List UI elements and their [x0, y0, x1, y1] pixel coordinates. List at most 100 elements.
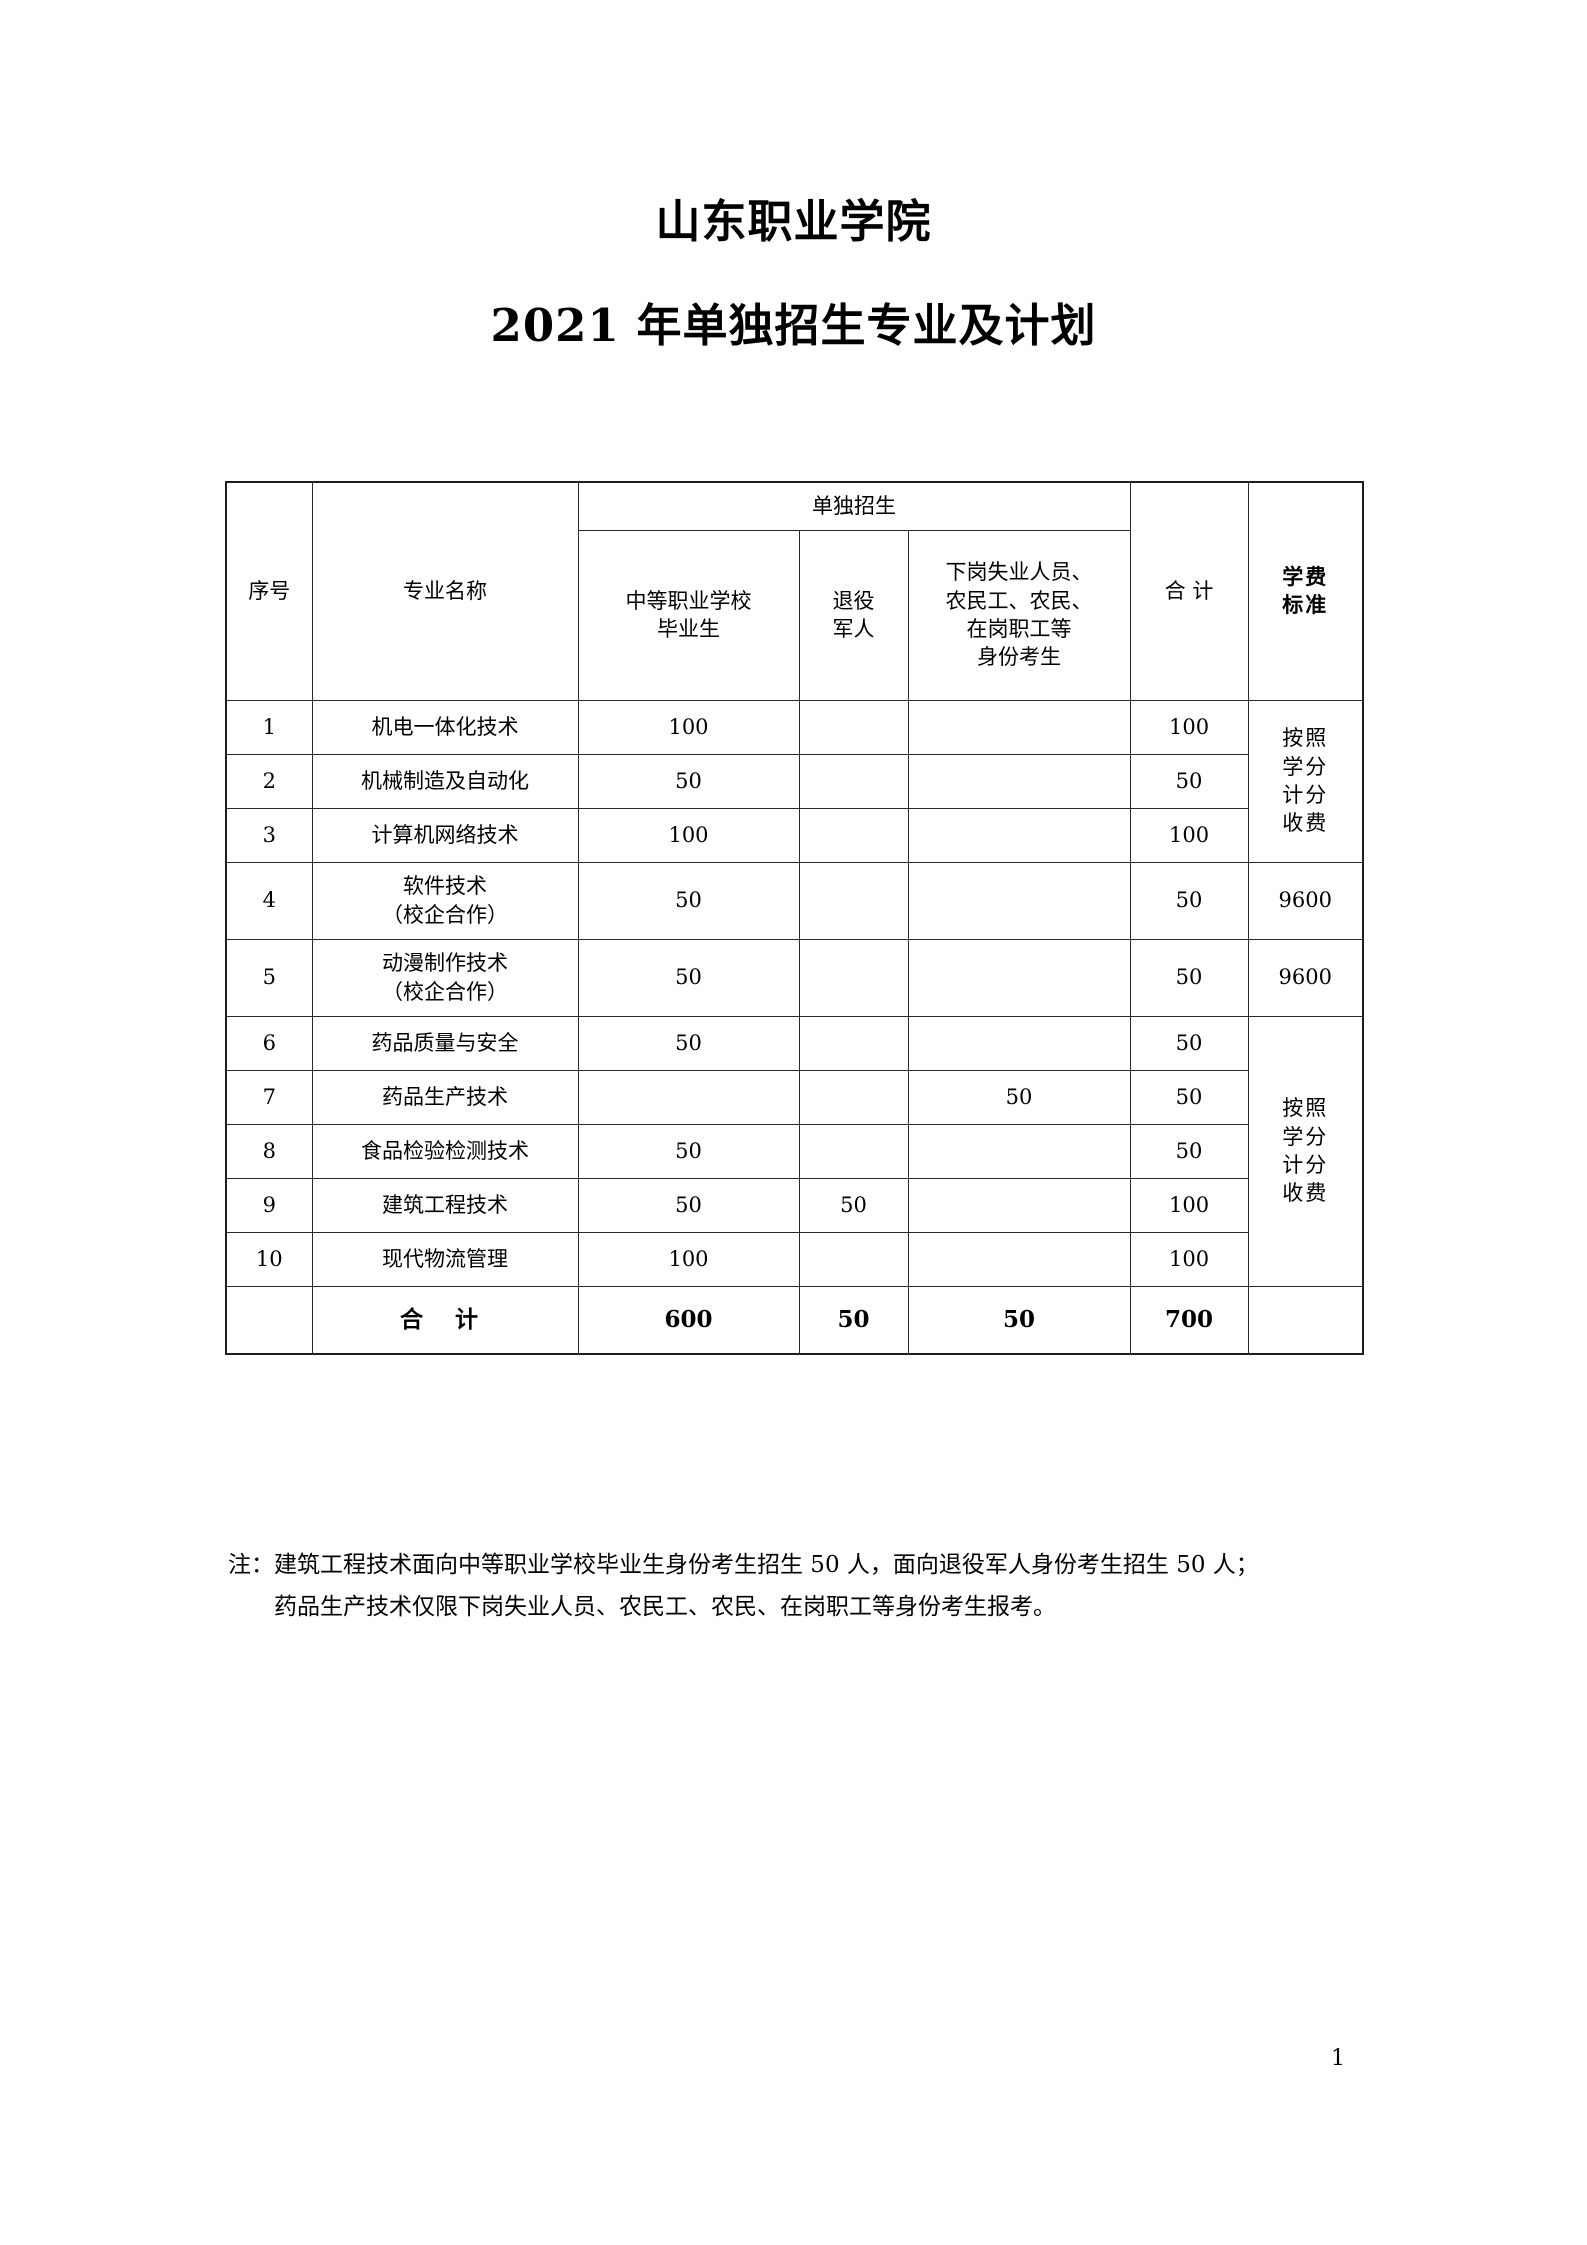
- row-vocational-count: 100: [577, 699, 800, 755]
- row-misc-count: [907, 1231, 1131, 1287]
- table-row: 2 机械制造及自动化 50 50: [225, 753, 1363, 809]
- total-tuition-blank: [1247, 1285, 1364, 1354]
- row-misc-count: [907, 938, 1131, 1017]
- row-major-name: 计算机网络技术: [311, 807, 579, 863]
- row-vocational-count: 50: [577, 1123, 800, 1179]
- page-number: 1: [1331, 2046, 1345, 2071]
- column-header-group-separate-admission: 单独招生: [577, 481, 1131, 531]
- row-index: 3: [225, 807, 313, 863]
- row-total-count: 100: [1129, 1177, 1249, 1233]
- row-major-name: 建筑工程技术: [311, 1177, 579, 1233]
- table-header-group-row: 序号 专业名称 单独招生 合 计 学费 标准: [225, 481, 1364, 701]
- row-major-name: 机械制造及自动化: [311, 753, 579, 809]
- row-index: 8: [225, 1123, 313, 1179]
- row-total-count: 100: [1129, 1231, 1249, 1287]
- row-misc-count: [907, 807, 1131, 863]
- column-header-total: 合 计: [1129, 481, 1249, 701]
- row-index: 2: [225, 753, 313, 809]
- row-vocational-count: 100: [577, 1231, 800, 1287]
- row-vocational-count: 50: [577, 861, 800, 940]
- row-vocational-count: 50: [577, 1015, 800, 1071]
- row-total-count: 50: [1129, 1015, 1249, 1071]
- row-index: 4: [225, 861, 313, 940]
- row-vocational-count: 50: [577, 938, 800, 1017]
- table-row: 6 药品质量与安全 50 50 按照 学分 计分 收费: [225, 1015, 1364, 1287]
- tuition-row-5: 9600: [1247, 938, 1364, 1017]
- row-misc-count: 50: [907, 1069, 1131, 1125]
- row-vocational-count: 100: [577, 807, 800, 863]
- row-total-count: 100: [1129, 699, 1249, 755]
- document-title-block: 山东职业学院 2021 年单独招生专业及计划: [0, 195, 1587, 353]
- total-misc-count: 50: [907, 1285, 1131, 1354]
- table-header-subrow: 中等职业学校 毕业生 退役 军人 下岗失业人员、 农民工、农民、 在岗职工等 身…: [226, 529, 1363, 701]
- total-grand-count: 700: [1129, 1285, 1249, 1354]
- row-index: 5: [225, 938, 313, 1017]
- row-major-name: 机电一体化技术: [311, 699, 579, 755]
- tuition-group-a: 按照 学分 计分 收费: [1247, 699, 1364, 863]
- table-row: 5 动漫制作技术 （校企合作） 50 50 9600: [225, 938, 1364, 1017]
- row-vocational-count: 50: [577, 1177, 800, 1233]
- row-misc-count: [907, 1015, 1131, 1071]
- row-veteran-count: [798, 699, 909, 755]
- row-veteran-count: [798, 753, 909, 809]
- row-misc-count: [907, 1177, 1131, 1233]
- row-misc-count: [907, 699, 1131, 755]
- table-total-row: 合 计 600 50 50 700: [225, 1285, 1364, 1354]
- row-total-count: 50: [1129, 861, 1249, 940]
- total-row-blank-index: [225, 1285, 313, 1354]
- column-header-misc-identity: 下岗失业人员、 农民工、农民、 在岗职工等 身份考生: [907, 529, 1131, 701]
- row-index: 6: [225, 1015, 313, 1071]
- table-row: 8 食品检验检测技术 50 50: [225, 1123, 1363, 1179]
- footnote-line-1: 注：建筑工程技术面向中等职业学校毕业生身份考生招生 50 人，面向退役军人身份考…: [228, 1552, 1259, 1578]
- table-row: 4 软件技术 （校企合作） 50 50 9600: [225, 861, 1364, 940]
- row-veteran-count: [798, 1015, 909, 1071]
- page-title: 山东职业学院: [655, 195, 932, 248]
- row-vocational-count: [577, 1069, 800, 1125]
- table-row: 9 建筑工程技术 50 50 100: [225, 1177, 1363, 1233]
- row-major-name: 软件技术 （校企合作）: [311, 861, 579, 940]
- tuition-group-b: 按照 学分 计分 收费: [1247, 1015, 1364, 1287]
- row-major-name: 药品质量与安全: [311, 1015, 579, 1071]
- tuition-row-4: 9600: [1247, 861, 1364, 940]
- row-veteran-count: [798, 1069, 909, 1125]
- table-head: 序号 专业名称 单独招生 合 计 学费 标准 中等职业学校 毕业生 退役 军人 …: [225, 481, 1364, 701]
- page-subtitle: 2021 年单独招生专业及计划: [490, 299, 1097, 352]
- table-body: 1 机电一体化技术 100 100 按照 学分 计分 收费 2 机械制造及自动化…: [225, 699, 1364, 1354]
- table-row: 10 现代物流管理 100 100: [225, 1231, 1363, 1287]
- row-major-name: 动漫制作技术 （校企合作）: [311, 938, 579, 1017]
- row-veteran-count: [798, 1231, 909, 1287]
- row-index: 9: [225, 1177, 313, 1233]
- row-veteran-count: [798, 861, 909, 940]
- row-misc-count: [907, 753, 1131, 809]
- column-header-tuition-standard: 学费 标准: [1247, 481, 1364, 701]
- row-index: 7: [225, 1069, 313, 1125]
- row-index: 1: [225, 699, 313, 755]
- row-major-name: 现代物流管理: [311, 1231, 579, 1287]
- row-total-count: 50: [1129, 753, 1249, 809]
- row-total-count: 50: [1129, 938, 1249, 1017]
- table-row: 7 药品生产技术 50 50: [225, 1069, 1363, 1125]
- table-row: 1 机电一体化技术 100 100 按照 学分 计分 收费: [225, 699, 1364, 863]
- total-row-label: 合 计: [311, 1285, 579, 1354]
- row-misc-count: [907, 1123, 1131, 1179]
- row-veteran-count: [798, 938, 909, 1017]
- row-veteran-count: [798, 807, 909, 863]
- row-veteran-count: 50: [798, 1177, 909, 1233]
- total-veteran-count: 50: [798, 1285, 909, 1354]
- row-total-count: 50: [1129, 1069, 1249, 1125]
- row-index: 10: [225, 1231, 313, 1287]
- column-header-veteran: 退役 军人: [798, 529, 909, 701]
- footnote-block: 注：建筑工程技术面向中等职业学校毕业生身份考生招生 50 人，面向退役军人身份考…: [228, 1545, 1368, 1628]
- total-vocational-count: 600: [577, 1285, 800, 1354]
- row-major-name: 药品生产技术: [311, 1069, 579, 1125]
- column-header-vocational-graduate: 中等职业学校 毕业生: [577, 529, 800, 701]
- footnote-line-2: 药品生产技术仅限下岗失业人员、农民工、农民、在岗职工等身份考生报考。: [274, 1594, 1056, 1621]
- admission-plan-table: 序号 专业名称 单独招生 合 计 学费 标准 中等职业学校 毕业生 退役 军人 …: [225, 481, 1365, 1355]
- table-row: 3 计算机网络技术 100 100: [225, 807, 1363, 863]
- row-major-name: 食品检验检测技术: [311, 1123, 579, 1179]
- column-header-index: 序号: [225, 481, 313, 701]
- plan-table-container: 序号 专业名称 单独招生 合 计 学费 标准 中等职业学校 毕业生 退役 军人 …: [225, 481, 1365, 1355]
- column-header-major-name: 专业名称: [311, 481, 579, 701]
- row-veteran-count: [798, 1123, 909, 1179]
